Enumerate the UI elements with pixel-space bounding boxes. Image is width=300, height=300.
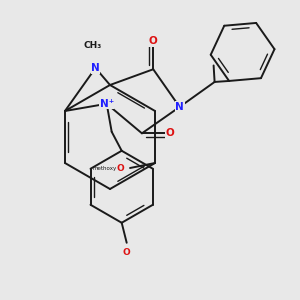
Text: N: N	[175, 102, 184, 112]
Text: N: N	[91, 63, 100, 73]
Text: methoxy: methoxy	[93, 166, 117, 170]
Text: O: O	[166, 128, 174, 138]
Text: N⁺: N⁺	[100, 99, 114, 109]
Text: O: O	[123, 248, 130, 257]
Text: O: O	[149, 36, 158, 46]
Text: CH₃: CH₃	[83, 41, 102, 50]
Text: O: O	[116, 164, 124, 172]
